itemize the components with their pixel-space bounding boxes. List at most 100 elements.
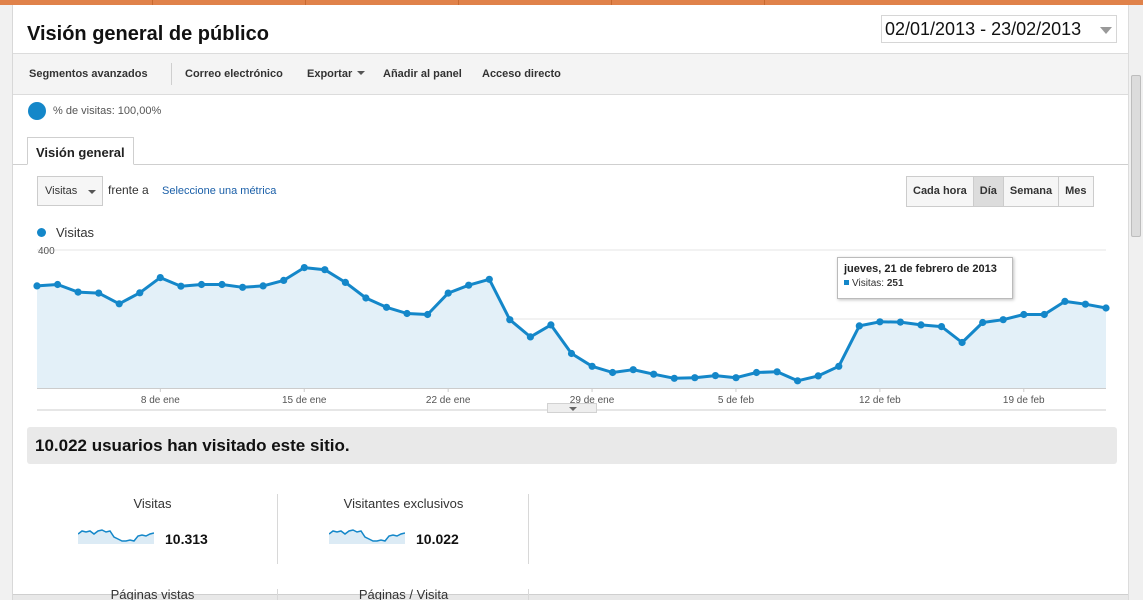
tab-overview[interactable]: Visión general <box>27 137 134 165</box>
data-point <box>444 289 452 297</box>
top-bar-divider <box>611 0 612 5</box>
metric-card-visits[interactable]: Visitas 10.313 <box>27 485 278 600</box>
data-point <box>752 368 761 377</box>
chevron-down-icon <box>1100 27 1112 34</box>
data-point <box>1061 297 1069 305</box>
x-tick-label: 8 de ene <box>141 395 180 406</box>
legend-label: Visitas <box>56 225 95 240</box>
date-range-text: 02/01/2013 - 23/02/2013 <box>885 19 1082 39</box>
card-divider <box>528 494 529 564</box>
chart-collapse-handle[interactable] <box>547 403 597 413</box>
data-point <box>424 310 432 319</box>
data-point <box>732 374 740 382</box>
data-point <box>506 316 514 324</box>
metric-card-unique-visitors[interactable]: Visitantes exclusivos 10.022 <box>278 485 529 600</box>
chevron-down-icon <box>88 190 96 194</box>
data-point <box>280 276 288 284</box>
card-divider <box>277 589 278 600</box>
browser-top-bar <box>0 0 1143 5</box>
data-point <box>979 318 987 327</box>
metric-select[interactable]: Visitas <box>37 176 103 206</box>
top-bar-divider <box>764 0 765 5</box>
data-point <box>814 372 822 380</box>
metric-label-pageviews: Páginas vistas <box>110 587 195 600</box>
sparkline-area <box>78 530 154 544</box>
select-metric-link[interactable]: Seleccione una métrica <box>162 185 277 197</box>
pie-icon <box>28 102 46 120</box>
data-point <box>1102 304 1110 312</box>
data-point <box>999 316 1007 324</box>
horizontal-scrollbar[interactable] <box>13 594 1128 600</box>
data-point <box>609 368 617 377</box>
data-point <box>650 370 658 378</box>
data-point <box>691 374 699 382</box>
email-button[interactable]: Correo electrónico <box>185 68 283 80</box>
data-point <box>115 300 123 308</box>
scrollbar-thumb[interactable] <box>1131 75 1141 237</box>
top-bar-divider <box>305 0 306 5</box>
data-point <box>835 362 843 370</box>
report-toolbar: Segmentos avanzados Correo electrónico E… <box>13 53 1128 95</box>
sparkline-line <box>329 529 405 542</box>
data-point <box>300 264 308 272</box>
data-point <box>136 289 144 297</box>
data-point <box>465 281 473 289</box>
data-point <box>958 338 966 347</box>
data-point <box>896 318 905 326</box>
data-point <box>259 282 267 290</box>
metric-label: Visitas <box>133 496 172 511</box>
x-tick-label: 15 de ene <box>282 395 327 406</box>
sparkline-area <box>329 530 405 544</box>
data-point <box>670 374 678 382</box>
data-point <box>1020 310 1028 319</box>
date-range-picker[interactable]: 02/01/2013 - 23/02/2013 <box>881 15 1117 43</box>
metric-label: Visitantes exclusivos <box>343 496 464 511</box>
period-week-button[interactable]: Semana <box>1004 177 1060 206</box>
card-divider <box>528 589 529 600</box>
metric-value: 10.313 <box>165 531 208 547</box>
sparkline-chart <box>78 529 154 544</box>
data-point <box>382 303 391 311</box>
period-month-button[interactable]: Mes <box>1065 185 1087 197</box>
x-tick-label: 19 de feb <box>1003 395 1045 406</box>
period-day-button[interactable]: Día <box>973 177 1004 206</box>
top-bar-divider <box>458 0 459 5</box>
data-point <box>362 294 370 302</box>
add-to-dashboard-button[interactable]: Añadir al panel <box>383 68 462 80</box>
visits-area <box>37 267 1106 388</box>
card-divider <box>277 494 278 564</box>
data-point <box>239 283 247 291</box>
data-point <box>341 278 349 286</box>
data-point <box>526 333 535 341</box>
chart-tooltip: jueves, 21 de febrero de 2013 Visitas: 2… <box>837 257 1013 299</box>
chevron-down-icon <box>357 71 366 75</box>
sparkline-chart <box>329 529 405 544</box>
data-point <box>403 309 411 318</box>
data-point <box>937 323 946 331</box>
export-button[interactable]: Exportar <box>307 68 366 80</box>
advanced-segments-button[interactable]: Segmentos avanzados <box>29 68 148 80</box>
data-point <box>1081 300 1089 308</box>
export-label: Exportar <box>307 68 353 80</box>
metric-label-pages-per-visit: Páginas / Visita <box>358 587 449 600</box>
shortcut-button[interactable]: Acceso directo <box>482 68 561 80</box>
metric-value: 10.022 <box>416 531 459 547</box>
x-tick-label: 22 de ene <box>426 395 471 406</box>
data-point <box>156 274 164 282</box>
users-summary: 10.022 usuarios han visitado este sitio. <box>27 427 1117 464</box>
data-point <box>321 266 329 274</box>
data-point <box>54 280 62 289</box>
metric-select-value: Visitas <box>45 185 78 197</box>
tooltip-value: 251 <box>886 278 904 289</box>
period-hourly-button[interactable]: Cada hora <box>907 177 974 206</box>
x-tick-label: 12 de feb <box>859 395 901 406</box>
x-tick-label: 5 de feb <box>718 395 755 406</box>
report-main: Visión general de público 02/01/2013 - 2… <box>13 5 1128 600</box>
page-title: Visión general de público <box>27 23 269 45</box>
data-point <box>197 280 206 289</box>
data-point <box>74 288 82 296</box>
vertical-scrollbar[interactable] <box>1128 5 1143 600</box>
data-point <box>794 377 802 385</box>
data-point <box>855 322 863 330</box>
